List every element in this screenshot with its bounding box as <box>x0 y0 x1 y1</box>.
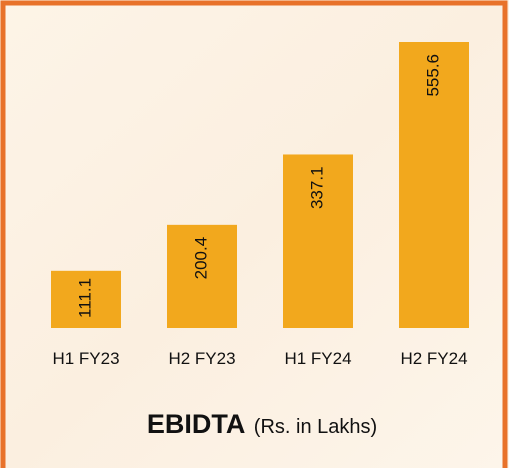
x-tick-label: H1 FY24 <box>284 349 351 368</box>
bar <box>283 154 353 328</box>
chart-title-group: EBIDTA (Rs. in Lakhs) <box>147 409 377 439</box>
data-label: 337.1 <box>307 166 326 209</box>
bar <box>399 42 469 328</box>
data-label: 111.1 <box>75 278 94 318</box>
chart-title: EBIDTA <box>147 409 246 439</box>
x-tick-label: H2 FY23 <box>168 349 235 368</box>
x-tick-label: H1 FY23 <box>52 349 119 368</box>
x-tick-label: H2 FY24 <box>400 349 467 368</box>
bar <box>51 270 121 328</box>
data-label: 200.4 <box>191 237 210 280</box>
bar <box>167 224 237 328</box>
chart-subtitle: (Rs. in Lakhs) <box>254 416 377 438</box>
data-label: 555.6 <box>423 54 442 97</box>
